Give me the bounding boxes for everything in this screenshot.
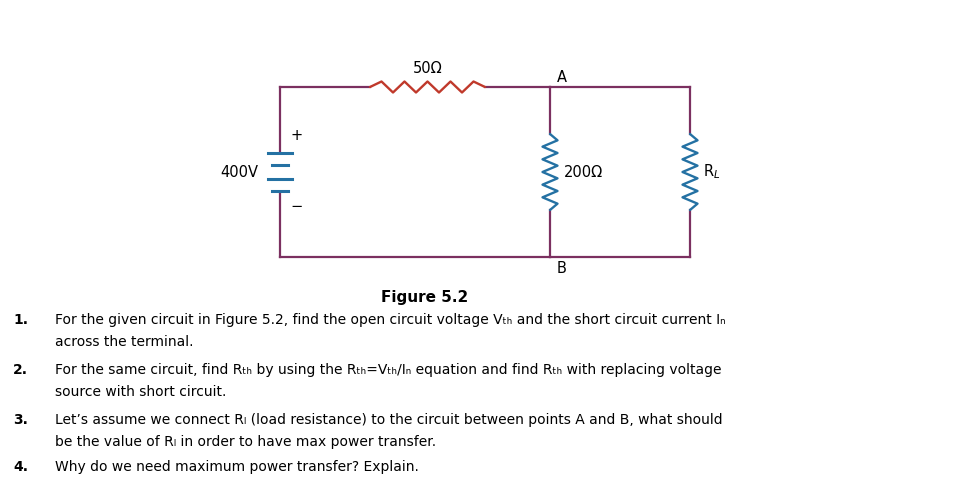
Text: B: B	[557, 261, 567, 276]
Text: R$_L$: R$_L$	[703, 162, 720, 181]
Text: A: A	[557, 70, 567, 85]
Text: 50Ω: 50Ω	[412, 61, 442, 76]
Text: For the given circuit in Figure 5.2, find the open circuit voltage Vₜₕ and the s: For the given circuit in Figure 5.2, fin…	[55, 313, 726, 327]
Text: 1.: 1.	[13, 313, 28, 327]
Text: be the value of Rₗ in order to have max power transfer.: be the value of Rₗ in order to have max …	[55, 435, 437, 449]
Text: −: −	[290, 199, 303, 214]
Text: across the terminal.: across the terminal.	[55, 335, 194, 349]
Text: 3.: 3.	[13, 413, 28, 427]
Text: Let’s assume we connect Rₗ (load resistance) to the circuit between points A and: Let’s assume we connect Rₗ (load resista…	[55, 413, 723, 427]
Text: For the same circuit, find Rₜₕ by using the Rₜₕ=Vₜₕ/Iₙ equation and find Rₜₕ wit: For the same circuit, find Rₜₕ by using …	[55, 363, 721, 377]
Text: 2.: 2.	[13, 363, 28, 377]
Text: Why do we need maximum power transfer? Explain.: Why do we need maximum power transfer? E…	[55, 460, 419, 474]
Text: 400V: 400V	[220, 164, 258, 179]
Text: 4.: 4.	[13, 460, 28, 474]
Text: Figure 5.2: Figure 5.2	[381, 290, 469, 305]
Text: source with short circuit.: source with short circuit.	[55, 385, 227, 399]
Text: 200Ω: 200Ω	[564, 164, 603, 179]
Text: +: +	[291, 128, 303, 143]
